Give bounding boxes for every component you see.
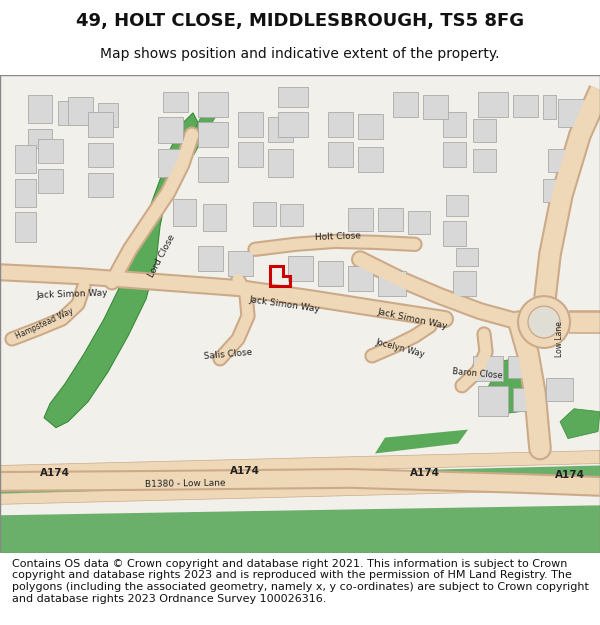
Polygon shape xyxy=(198,157,228,182)
Polygon shape xyxy=(158,149,183,177)
Text: Lord Close: Lord Close xyxy=(147,233,177,279)
Text: A174: A174 xyxy=(230,466,260,476)
Polygon shape xyxy=(378,271,406,296)
Polygon shape xyxy=(0,75,600,553)
Polygon shape xyxy=(408,211,430,234)
Polygon shape xyxy=(15,145,36,172)
Polygon shape xyxy=(268,117,293,142)
Polygon shape xyxy=(0,478,600,504)
Polygon shape xyxy=(88,173,113,196)
Polygon shape xyxy=(88,142,113,167)
Polygon shape xyxy=(473,356,503,381)
Polygon shape xyxy=(548,149,570,172)
Text: Contains OS data © Crown copyright and database right 2021. This information is : Contains OS data © Crown copyright and d… xyxy=(12,559,589,604)
Polygon shape xyxy=(423,95,448,119)
Polygon shape xyxy=(238,142,263,167)
Polygon shape xyxy=(508,356,536,377)
Polygon shape xyxy=(158,117,183,142)
Polygon shape xyxy=(393,92,418,117)
Text: Jack Simon Way: Jack Simon Way xyxy=(249,294,321,314)
Polygon shape xyxy=(443,142,466,167)
Polygon shape xyxy=(543,179,566,201)
Polygon shape xyxy=(558,99,588,127)
Text: Salis Close: Salis Close xyxy=(203,348,253,361)
Polygon shape xyxy=(88,112,113,137)
Polygon shape xyxy=(68,97,93,125)
Polygon shape xyxy=(348,266,373,291)
Polygon shape xyxy=(173,199,196,226)
Polygon shape xyxy=(38,169,63,192)
Circle shape xyxy=(518,296,570,348)
Polygon shape xyxy=(288,256,313,281)
Text: 49, HOLT CLOSE, MIDDLESBROUGH, TS5 8FG: 49, HOLT CLOSE, MIDDLESBROUGH, TS5 8FG xyxy=(76,12,524,30)
Polygon shape xyxy=(228,251,253,276)
Polygon shape xyxy=(203,204,226,231)
Text: Hampstead Way: Hampstead Way xyxy=(14,307,76,341)
Polygon shape xyxy=(198,246,223,271)
Polygon shape xyxy=(378,209,403,231)
Text: Jocelyn Way: Jocelyn Way xyxy=(374,337,425,359)
Polygon shape xyxy=(163,92,188,112)
Polygon shape xyxy=(0,451,600,478)
Polygon shape xyxy=(478,92,508,117)
Polygon shape xyxy=(513,388,543,411)
Polygon shape xyxy=(15,179,36,208)
Polygon shape xyxy=(186,103,218,154)
Polygon shape xyxy=(543,95,556,119)
Text: Low Lane: Low Lane xyxy=(556,321,565,357)
Polygon shape xyxy=(0,466,600,493)
Polygon shape xyxy=(238,112,263,137)
Polygon shape xyxy=(560,409,600,439)
Polygon shape xyxy=(253,201,276,226)
Polygon shape xyxy=(446,194,468,216)
Polygon shape xyxy=(38,139,63,162)
Polygon shape xyxy=(268,149,293,177)
Text: Map shows position and indicative extent of the property.: Map shows position and indicative extent… xyxy=(100,47,500,61)
Polygon shape xyxy=(513,95,538,117)
Circle shape xyxy=(528,306,560,338)
Polygon shape xyxy=(278,112,308,137)
Polygon shape xyxy=(15,213,36,243)
Polygon shape xyxy=(546,378,573,401)
Polygon shape xyxy=(473,119,496,142)
Polygon shape xyxy=(473,149,496,172)
Polygon shape xyxy=(280,204,303,226)
Polygon shape xyxy=(453,271,476,296)
Polygon shape xyxy=(358,114,383,139)
Text: Holt Close: Holt Close xyxy=(315,231,361,242)
Polygon shape xyxy=(44,113,198,428)
Polygon shape xyxy=(443,112,466,137)
Polygon shape xyxy=(328,112,353,137)
Text: A174: A174 xyxy=(555,471,585,481)
Polygon shape xyxy=(198,92,228,117)
Polygon shape xyxy=(58,101,78,125)
Text: B1380 - Low Lane: B1380 - Low Lane xyxy=(145,478,226,489)
Text: A174: A174 xyxy=(40,469,70,479)
Text: Jack Simon Way: Jack Simon Way xyxy=(376,308,448,331)
Polygon shape xyxy=(328,142,353,167)
Text: A174: A174 xyxy=(410,469,440,479)
Polygon shape xyxy=(456,248,478,266)
Polygon shape xyxy=(28,129,52,148)
Polygon shape xyxy=(0,505,600,553)
Polygon shape xyxy=(278,87,308,107)
Polygon shape xyxy=(478,386,508,416)
Polygon shape xyxy=(198,122,228,147)
Polygon shape xyxy=(98,103,118,127)
Polygon shape xyxy=(348,209,373,231)
Polygon shape xyxy=(358,147,383,172)
Text: Jack Simon Way: Jack Simon Way xyxy=(36,288,108,300)
Polygon shape xyxy=(375,429,468,454)
Polygon shape xyxy=(28,95,52,122)
Polygon shape xyxy=(318,261,343,286)
Polygon shape xyxy=(443,221,466,246)
Text: Baron Close: Baron Close xyxy=(451,367,503,381)
Polygon shape xyxy=(486,356,542,416)
